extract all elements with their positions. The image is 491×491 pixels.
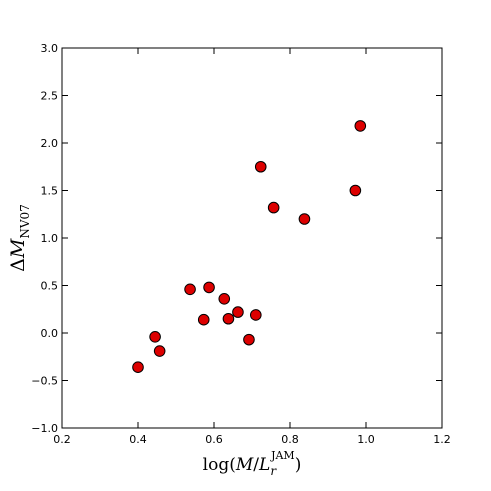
data-point-13 <box>298 213 311 225</box>
y-tick-label: 0.5 <box>41 280 59 293</box>
data-point-11 <box>254 160 267 173</box>
data-point-9 <box>243 333 255 346</box>
y-tick-label: 0.0 <box>41 327 59 340</box>
data-point-1 <box>149 331 161 343</box>
y-tick-label: 1.5 <box>41 185 59 198</box>
x-tick-label: 1.0 <box>357 433 375 446</box>
y-axis-label: ΔMNV07 <box>7 204 32 272</box>
tick-labels: 0.2 0.4 0.6 0.8 1.0 1.2 −1.0 −0.5 0.0 0.5 1.0 1.5 2.… <box>31 42 450 446</box>
data-point-10 <box>250 309 262 321</box>
data-point-15 <box>354 120 367 132</box>
x-tick-label: 0.8 <box>281 433 299 446</box>
data-point-6 <box>218 293 231 305</box>
data-point-3 <box>184 283 196 296</box>
x-tick-label: 1.2 <box>433 433 451 446</box>
data-points <box>132 120 367 374</box>
data-point-8 <box>232 306 244 318</box>
x-tick-label: 0.2 <box>53 433 71 446</box>
y-tick-label: −0.5 <box>31 375 58 388</box>
data-point-14 <box>349 184 362 197</box>
axis-ticks <box>61 47 443 429</box>
data-point-12 <box>267 201 280 214</box>
x-axis-label: log(M/LrJAM) <box>203 449 302 478</box>
y-tick-label: 2.0 <box>41 137 59 150</box>
x-tick-label: 0.6 <box>205 433 223 446</box>
y-tick-label: 3.0 <box>41 42 59 55</box>
data-point-2 <box>153 345 166 357</box>
data-point-7 <box>222 312 235 325</box>
y-tick-label: 1.0 <box>41 232 59 245</box>
data-point-5 <box>203 281 215 294</box>
y-tick-label: 2.5 <box>41 90 59 103</box>
x-tick-label: 0.4 <box>129 433 147 446</box>
data-point-4 <box>197 313 210 326</box>
data-point-0 <box>132 361 144 374</box>
plot-frame <box>61 47 443 429</box>
y-tick-label: −1.0 <box>31 422 58 435</box>
